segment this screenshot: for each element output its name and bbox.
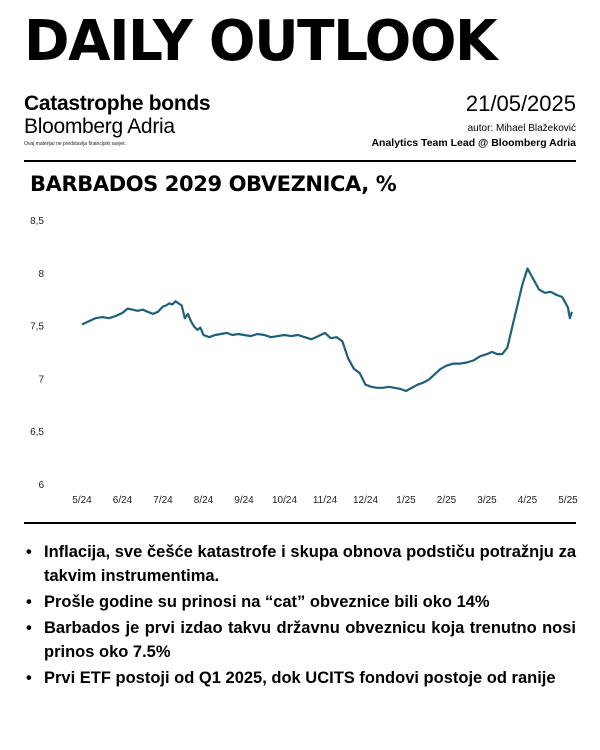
bullet-item: • Prvi ETF postoji od Q1 2025, dok UCITS … bbox=[24, 666, 576, 690]
bullet-item: • Inflacija, sve češće katastrofe i skupa… bbox=[24, 540, 576, 588]
header-right: 21/05/2025 autor: Mihael Blažeković Anal… bbox=[371, 91, 576, 150]
yield-line-chart: 8,5 8 7,5 7 6,5 6 5/24 6/24 7/24 8/24 9/24 10/24 11/… bbox=[30, 216, 578, 506]
x-tick-label: 7/24 bbox=[153, 495, 173, 506]
y-tick-label: 6 bbox=[38, 480, 44, 491]
x-tick-label: 2/25 bbox=[437, 495, 457, 506]
bullet-dot: • bbox=[26, 543, 32, 561]
x-tick-label: 4/25 bbox=[518, 495, 538, 506]
x-tick-label: 3/25 bbox=[477, 495, 497, 506]
x-tick-label: 10/24 bbox=[272, 495, 297, 506]
x-tick-label: 9/24 bbox=[234, 495, 254, 506]
x-tick-label: 6/24 bbox=[113, 495, 133, 506]
y-tick-label: 8,5 bbox=[30, 216, 44, 227]
report-date: 21/05/2025 bbox=[465, 91, 576, 116]
x-tick-label: 5/24 bbox=[72, 495, 92, 506]
x-tick-label: 8/24 bbox=[194, 495, 214, 506]
bullet-text: Prošle godine su prinosi na “cat” obvezn… bbox=[44, 593, 490, 611]
y-tick-label: 6,5 bbox=[30, 427, 44, 438]
y-tick-label: 7 bbox=[38, 374, 44, 385]
divider-top bbox=[24, 160, 576, 162]
bullet-dot: • bbox=[26, 619, 32, 637]
divider-bottom bbox=[24, 522, 576, 524]
bullet-text: Prvi ETF postoji od Q1 2025, dok UCITS f… bbox=[44, 669, 556, 687]
masthead-title: DAILY OUTLOOK bbox=[24, 9, 498, 74]
bullet-text: Inflacija, sve češće katastrofe i skupa … bbox=[44, 543, 576, 585]
chart-title: BARBADOS 2029 OBVEZNICA, % bbox=[30, 172, 397, 196]
y-tick-label: 8 bbox=[38, 269, 44, 280]
header-left: Catastrophe bonds Bloomberg Adria Ovaj m… bbox=[24, 92, 211, 148]
publisher-name: Bloomberg Adria bbox=[24, 115, 175, 139]
bullet-dot: • bbox=[26, 669, 32, 687]
report-subtitle: Catastrophe bonds bbox=[24, 92, 211, 115]
bullet-list: • Inflacija, sve češće katastrofe i skupa… bbox=[24, 540, 576, 692]
yield-series-line bbox=[81, 267, 573, 393]
x-tick-label: 5/25 bbox=[558, 495, 578, 506]
bullet-text: Barbados je prvi izdao takvu državnu obv… bbox=[44, 619, 576, 661]
x-tick-label: 12/24 bbox=[353, 495, 378, 506]
y-tick-label: 7,5 bbox=[30, 322, 44, 333]
bullet-item: • Barbados je prvi izdao takvu državnu ob… bbox=[24, 616, 576, 664]
disclaimer-text: Ovaj materijal ne predstavlja financijsk… bbox=[24, 141, 126, 148]
x-tick-label: 1/25 bbox=[396, 495, 416, 506]
author-line: autor: Mihael Blažeković bbox=[467, 123, 576, 135]
author-role: Analytics Team Lead @ Bloomberg Adria bbox=[371, 137, 576, 150]
x-tick-label: 11/24 bbox=[313, 495, 338, 506]
bullet-item: • Prošle godine su prinosi na “cat” obve… bbox=[24, 590, 576, 614]
bullet-dot: • bbox=[26, 593, 32, 611]
